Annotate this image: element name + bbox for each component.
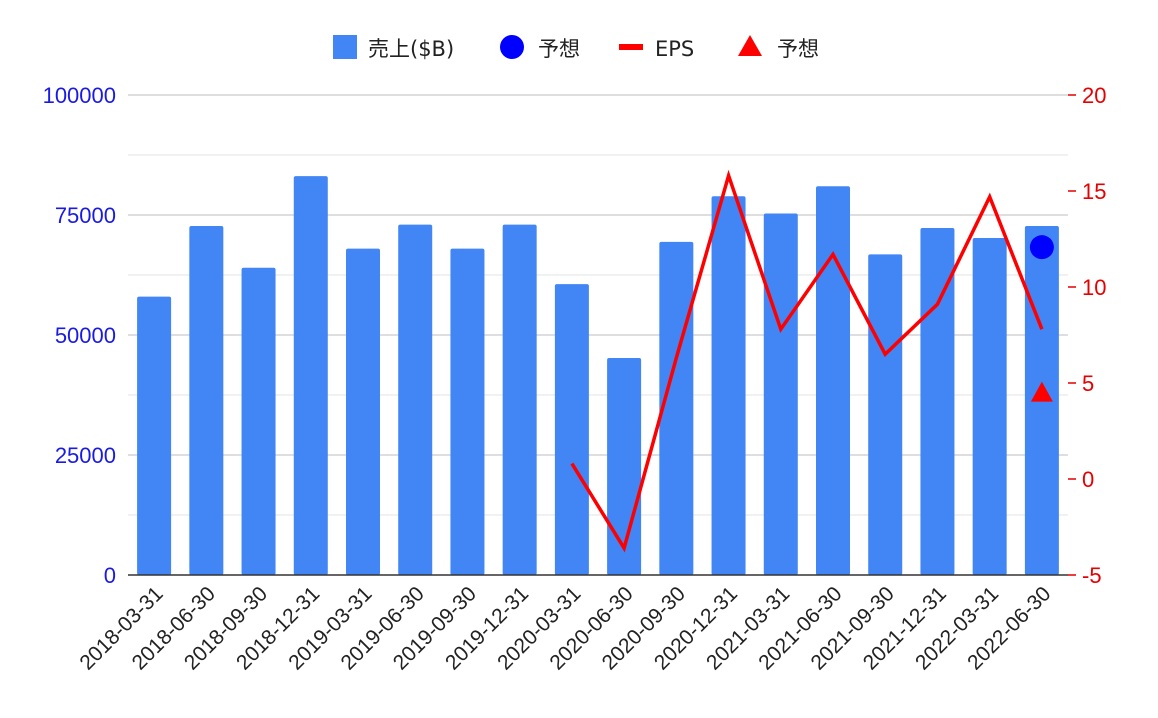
forecast-eps-point xyxy=(1030,381,1053,402)
bar-series xyxy=(137,176,1059,576)
forecast-markers xyxy=(1029,235,1054,402)
right-axis-tick-label: 15 xyxy=(1082,179,1106,204)
right-axis-tick-label: 20 xyxy=(1082,83,1106,108)
eps-line xyxy=(570,169,1044,553)
sales-bar xyxy=(763,213,798,575)
legend-label-forecast-sales: 予想 xyxy=(538,37,580,61)
sales-bar xyxy=(659,241,694,575)
right-y-axis: -5 0 5 10 15 20 xyxy=(1068,83,1106,588)
sales-bar xyxy=(346,248,380,575)
legend-label-eps: EPS xyxy=(655,37,694,61)
legend-label-sales: 売上($B) xyxy=(368,37,454,61)
sales-bar xyxy=(554,284,589,575)
forecast-sales-point xyxy=(1029,235,1054,260)
sales-bar xyxy=(241,267,276,575)
sales-bar xyxy=(972,238,1007,576)
sales-bar xyxy=(189,226,224,576)
left-axis-tick-label: 25000 xyxy=(55,443,116,468)
sales-bar xyxy=(293,176,328,575)
gridlines xyxy=(128,94,1068,516)
legend-label-forecast-eps: 予想 xyxy=(777,37,819,61)
sales-bar xyxy=(502,224,537,575)
right-axis-tick-label: 0 xyxy=(1082,467,1094,492)
legend-swatch-eps xyxy=(619,44,643,50)
legend-swatch-forecast-sales xyxy=(500,35,524,59)
left-y-axis: 0 25000 50000 75000 100000 xyxy=(43,83,116,588)
left-axis-tick-label: 0 xyxy=(104,563,116,588)
legend-swatch-sales xyxy=(333,35,357,59)
eps-line-series xyxy=(570,169,1044,553)
sales-bar xyxy=(398,224,433,575)
x-axis-tick-labels: 2018-03-312018-06-302018-09-302018-12-31… xyxy=(75,582,1055,674)
left-axis-tick-label: 75000 xyxy=(55,203,116,228)
sales-bar xyxy=(137,296,172,575)
sales-bar xyxy=(868,254,903,576)
right-axis-tick-label: 10 xyxy=(1082,275,1106,300)
legend-swatch-forecast-eps xyxy=(738,35,762,56)
left-axis-tick-label: 100000 xyxy=(43,83,116,108)
legend: 売上($B) 予想 EPS 予想 xyxy=(333,35,819,61)
left-axis-tick-label: 50000 xyxy=(55,323,116,348)
right-axis-tick-label: 5 xyxy=(1082,371,1094,396)
sales-bar xyxy=(816,186,850,575)
sales-bar xyxy=(450,248,485,575)
right-axis-tick-label: -5 xyxy=(1082,563,1102,588)
sales-bar xyxy=(711,196,746,575)
